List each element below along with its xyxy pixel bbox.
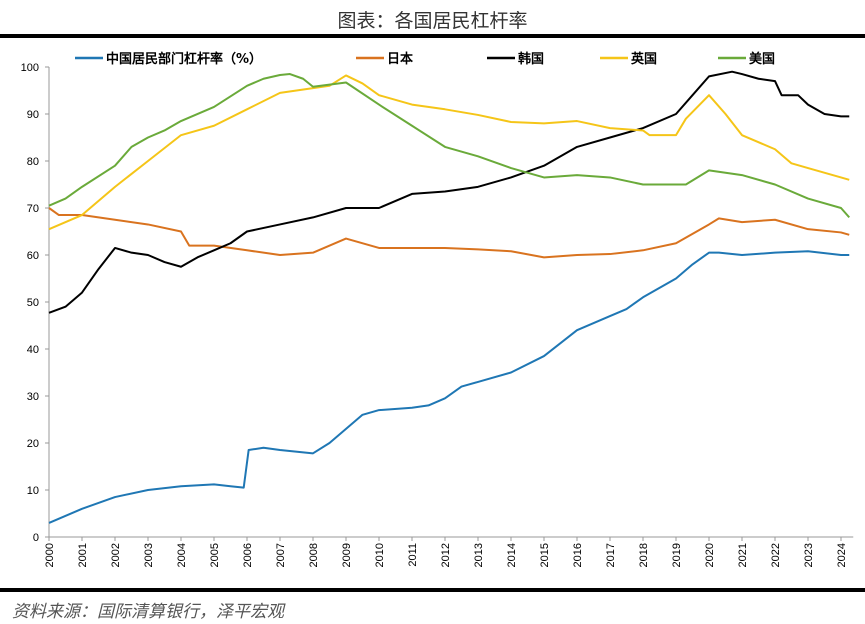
x-tick-label: 2021	[737, 543, 749, 567]
x-tick-label: 2015	[539, 543, 551, 567]
bottom-rule	[0, 588, 865, 592]
x-tick-label: 2008	[308, 543, 320, 567]
x-tick-label: 2014	[506, 543, 518, 567]
x-tick-label: 2000	[44, 543, 56, 567]
y-tick-label: 20	[27, 438, 39, 450]
x-tick-label: 2005	[209, 543, 221, 567]
x-tick-label: 2010	[374, 543, 386, 567]
x-tick-label: 2016	[572, 543, 584, 567]
y-tick-label: 90	[27, 109, 39, 121]
x-tick-label: 2001	[77, 543, 89, 567]
y-tick-label: 70	[27, 203, 39, 215]
x-tick-label: 2019	[671, 543, 683, 567]
x-tick-label: 2003	[143, 543, 155, 567]
legend-label-2: 韩国	[518, 51, 544, 67]
y-tick-label: 10	[27, 485, 39, 497]
x-tick-label: 2024	[836, 543, 848, 567]
series-line-3	[48, 74, 850, 231]
x-tick-label: 2009	[341, 543, 353, 567]
series-line-1	[48, 207, 850, 259]
y-tick-label: 80	[27, 156, 39, 168]
x-tick-label: 2017	[605, 543, 617, 567]
legend-label-3: 英国	[630, 51, 657, 67]
y-tick-label: 60	[27, 250, 39, 262]
x-tick-label: 2020	[704, 543, 716, 567]
y-tick-label: 40	[27, 344, 39, 356]
x-tick-label: 2004	[176, 543, 188, 567]
x-tick-label: 2018	[638, 543, 650, 567]
y-tick-label: 100	[21, 62, 39, 74]
y-tick-label: 30	[27, 391, 39, 403]
x-tick-label: 2022	[770, 543, 782, 567]
x-tick-label: 2012	[440, 543, 452, 567]
series-line-2	[48, 70, 850, 314]
chart-title: 图表：各国居民杠杆率	[337, 10, 528, 32]
x-tick-label: 2011	[407, 543, 419, 567]
legend-label-0: 中国居民部门杠杆率（%）	[106, 51, 262, 67]
x-tick-label: 2006	[242, 543, 254, 567]
legend-label-4: 美国	[749, 51, 775, 67]
x-tick-label: 2007	[275, 543, 287, 567]
legend-label-1: 日本	[387, 51, 413, 67]
x-tick-label: 2002	[110, 543, 122, 567]
top-rule	[0, 34, 865, 38]
x-tick-label: 2023	[803, 543, 815, 567]
y-tick-label: 0	[33, 532, 39, 544]
y-tick-label: 50	[27, 297, 39, 309]
x-tick-label: 2013	[473, 543, 485, 567]
series-line-4	[48, 73, 851, 219]
series-line-0	[48, 250, 850, 524]
source-note: 资料来源：国际清算银行，泽平宏观	[12, 602, 284, 622]
